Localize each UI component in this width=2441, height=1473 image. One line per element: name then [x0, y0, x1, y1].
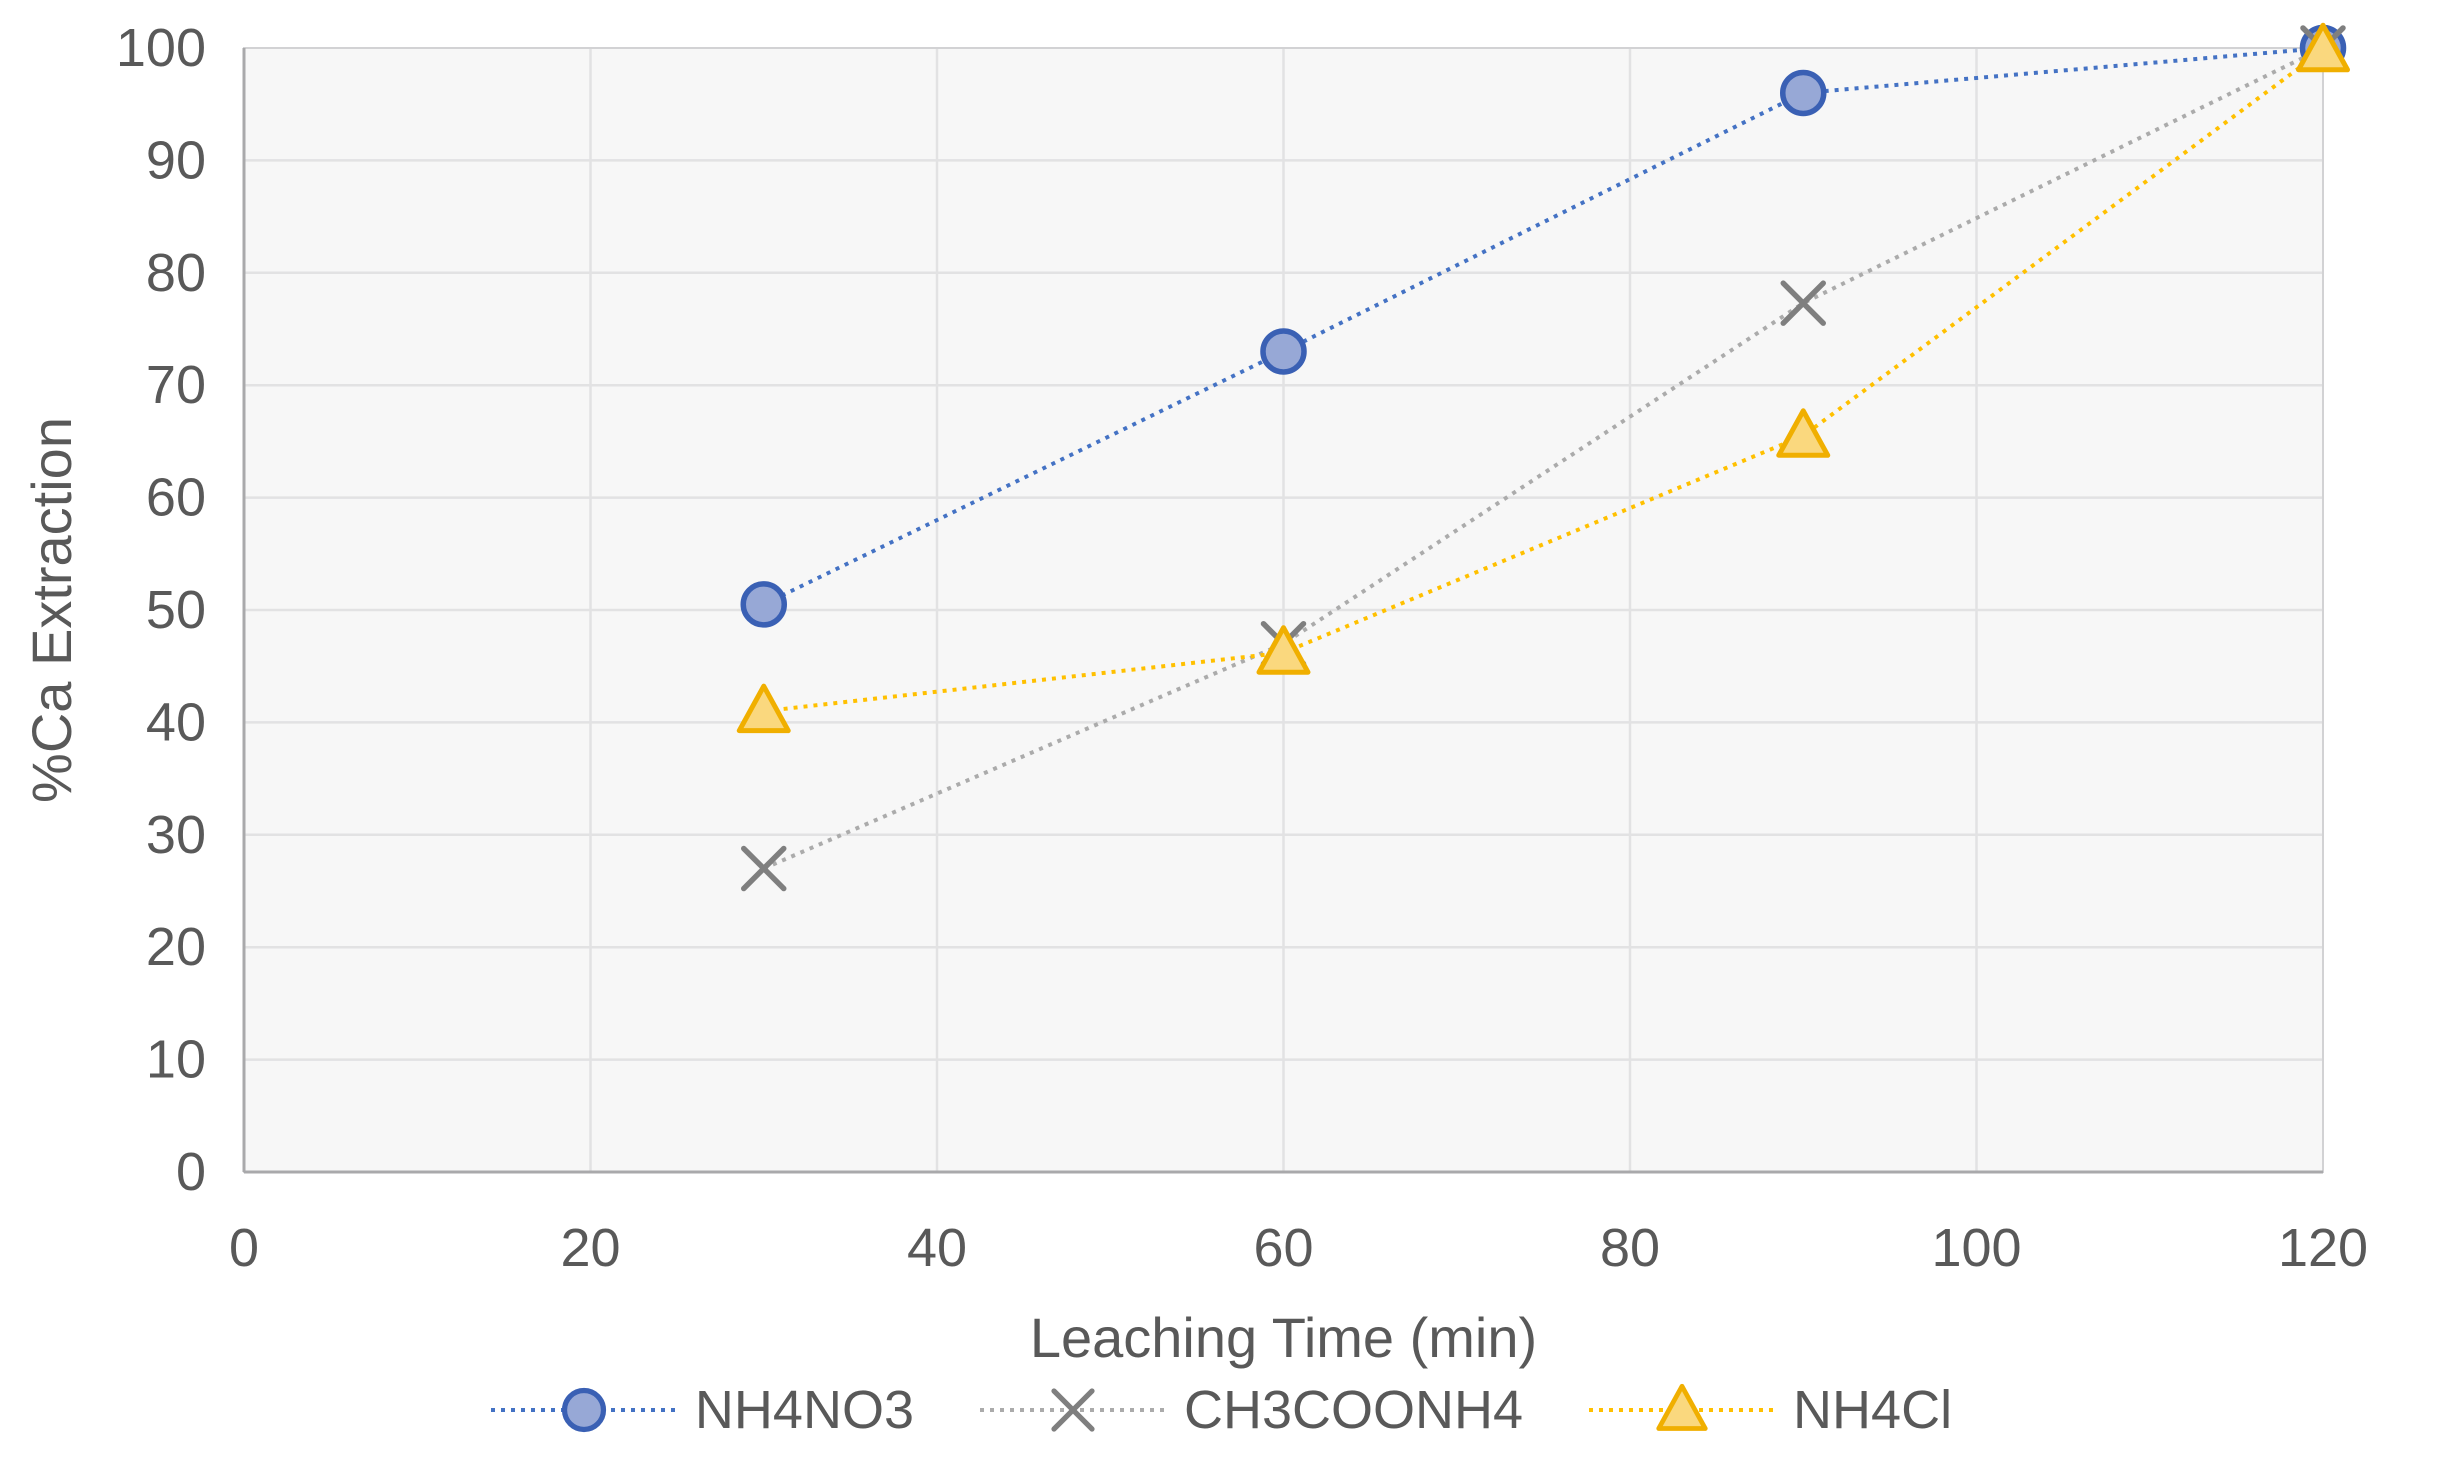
legend-item-nh4no3: NH4NO3	[489, 1378, 914, 1442]
legend: NH4NO3 CH3COONH4 NH4Cl	[0, 1378, 2441, 1442]
circle-marker	[740, 581, 787, 628]
y-tick-label: 50	[146, 580, 206, 640]
legend-marker-circle	[490, 1387, 677, 1433]
y-tick-label: 40	[146, 692, 206, 752]
y-tick-label: 30	[146, 805, 206, 865]
x-tick-label: 80	[1600, 1218, 1660, 1278]
y-axis-title: %Ca Extraction	[20, 417, 83, 803]
y-tick-label: 0	[176, 1142, 206, 1202]
triangle-marker	[1776, 408, 1831, 458]
y-tick-label: 10	[146, 1030, 206, 1090]
triangle-marker	[2296, 22, 2350, 73]
x-tick-label: 20	[560, 1218, 620, 1278]
legend-label: CH3COONH4	[1183, 1380, 1524, 1440]
y-tick-label: 100	[116, 18, 206, 78]
legend-item-nh4cl: NH4Cl	[1587, 1378, 1952, 1442]
series-line-nh4cl	[763, 48, 2325, 714]
x-marker	[741, 845, 787, 892]
legend-marker-triangle	[1589, 1383, 1776, 1431]
y-tick-label: 90	[146, 130, 206, 190]
triangle-marker	[1656, 1383, 1708, 1431]
y-tick-label: 70	[146, 355, 206, 415]
x-tick-label: 40	[907, 1218, 967, 1278]
legend-item-ch3coonh4: CH3COONH4	[978, 1378, 1523, 1442]
x-axis-title: Leaching Time (min)	[1029, 1306, 1538, 1369]
circle-marker	[561, 1387, 607, 1433]
circle-marker	[1780, 69, 1827, 117]
x-tick-label: 60	[1253, 1218, 1313, 1278]
x-marker	[1780, 280, 1826, 326]
series-line-ch3coonh4	[762, 46, 2324, 871]
legend-label: NH4NO3	[694, 1380, 914, 1440]
triangle-marker	[1256, 625, 1311, 675]
x-tick-label: 0	[229, 1218, 259, 1278]
triangle-marker	[736, 683, 791, 734]
circle-marker	[1260, 328, 1307, 375]
y-tick-label: 60	[146, 468, 206, 528]
x-tick-label: 100	[1931, 1218, 2021, 1278]
y-tick-label: 80	[146, 243, 206, 303]
y-tick-label: 20	[146, 917, 206, 977]
legend-marker-x	[979, 1388, 1166, 1432]
x-marker	[1051, 1388, 1095, 1432]
x-tick-label: 120	[2278, 1218, 2368, 1278]
legend-label: NH4Cl	[1793, 1380, 1953, 1440]
